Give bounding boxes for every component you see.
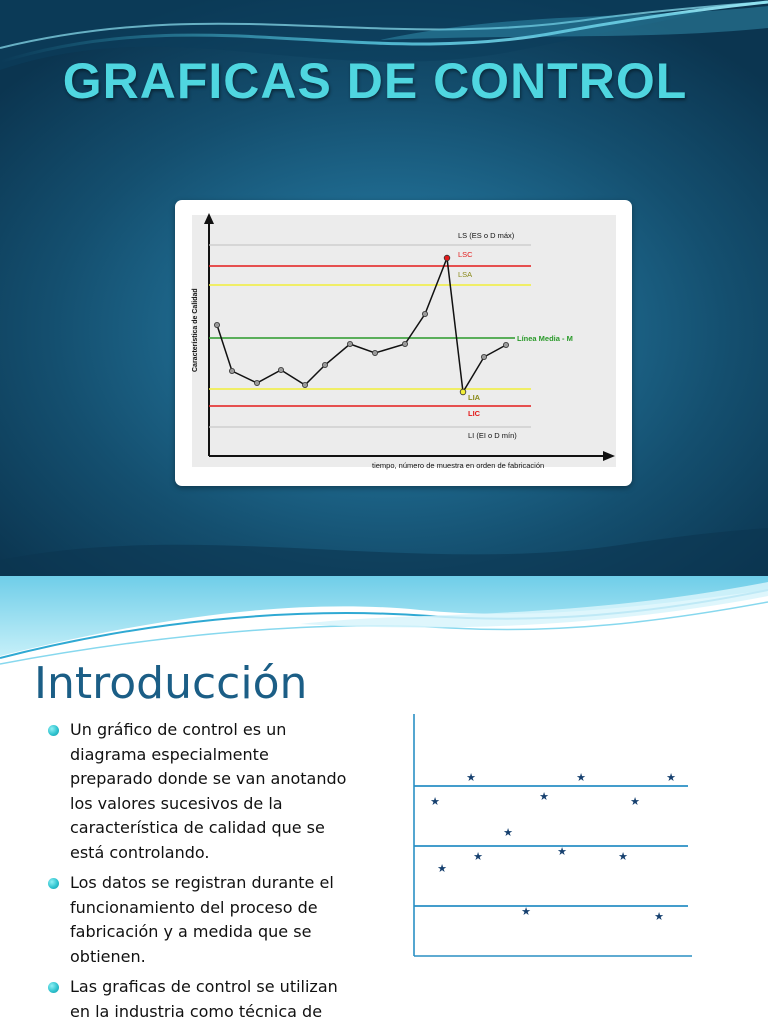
sample-points: ★ ★ ★ ★ ★ ★ ★ ★ ★ ★ ★ ★ ★ — [430, 771, 676, 923]
star-icon: ★ — [576, 771, 586, 784]
bullet-text: Las graficas de control se utilizan en l… — [70, 977, 338, 1021]
star-icon: ★ — [666, 771, 676, 784]
decorative-waves — [0, 0, 768, 576]
y-axis-label: Característica de Calidad — [192, 288, 199, 372]
bullet-text: Los datos se registran durante el funcio… — [70, 873, 334, 966]
y-axis-arrow — [204, 213, 214, 224]
scatter-control-diagram: ★ ★ ★ ★ ★ ★ ★ ★ ★ ★ ★ ★ ★ — [413, 714, 692, 957]
lsa-label: LSA — [458, 270, 472, 279]
star-icon: ★ — [466, 771, 476, 784]
data-point — [302, 381, 309, 388]
star-icon: ★ — [521, 905, 531, 918]
data-point — [254, 379, 261, 386]
star-icon: ★ — [630, 795, 640, 808]
data-point — [321, 361, 328, 368]
x-axis-label: tiempo, número de muestra en orden de fa… — [372, 461, 544, 470]
data-point — [371, 349, 378, 356]
star-icon: ★ — [503, 826, 513, 839]
control-chart-svg: LS (ES o D máx) LSC LSA Línea Media - M … — [192, 213, 616, 470]
data-point-warning — [459, 388, 467, 396]
data-point-out-of-control — [443, 254, 451, 262]
bullet-item: Las graficas de control se utilizan en l… — [48, 975, 348, 1024]
star-icon: ★ — [654, 910, 664, 923]
data-point — [214, 322, 221, 329]
data-point — [401, 340, 408, 347]
lic-label: LIC — [468, 409, 481, 418]
bullet-icon — [48, 725, 59, 736]
center-line-label: Línea Media - M — [517, 334, 573, 343]
li-label: LI (EI o D mín) — [468, 431, 517, 440]
star-icon: ★ — [618, 850, 628, 863]
data-point — [278, 366, 285, 373]
data-point — [421, 311, 428, 318]
data-points — [214, 311, 509, 388]
slide-title: GRAFICAS DE CONTROL — [62, 53, 688, 109]
bullet-item: Un gráfico de control es un diagrama esp… — [48, 718, 348, 865]
data-point — [346, 340, 353, 347]
slide-1: GRAFICAS DE CONTROL LS (ES o D máx) LSC … — [0, 0, 768, 576]
bullet-icon — [48, 982, 59, 993]
lia-label: LIA — [468, 393, 481, 402]
plot-background — [192, 215, 616, 467]
data-point — [229, 367, 236, 374]
bullet-item: Los datos se registran durante el funcio… — [48, 871, 348, 969]
process-data-line — [216, 257, 507, 395]
data-point — [480, 353, 487, 360]
star-icon: ★ — [430, 795, 440, 808]
slide-title: Introducción — [34, 658, 308, 709]
star-icon: ★ — [557, 845, 567, 858]
bullet-icon — [48, 878, 59, 889]
bullet-text: Un gráfico de control es un diagrama esp… — [70, 720, 347, 862]
control-chart-figure: LS (ES o D máx) LSC LSA Línea Media - M … — [175, 200, 632, 486]
lsc-label: LSC — [458, 250, 473, 259]
decorative-waves-top — [0, 576, 768, 665]
x-axis-arrow — [603, 451, 615, 461]
slide-2: Introducción Un gráfico de control es un… — [0, 576, 768, 1024]
star-icon: ★ — [437, 862, 447, 875]
star-icon: ★ — [539, 790, 549, 803]
bullet-list: Un gráfico de control es un diagrama esp… — [48, 718, 348, 1024]
ls-label: LS (ES o D máx) — [458, 231, 515, 240]
star-icon: ★ — [473, 850, 483, 863]
data-point — [502, 341, 509, 348]
